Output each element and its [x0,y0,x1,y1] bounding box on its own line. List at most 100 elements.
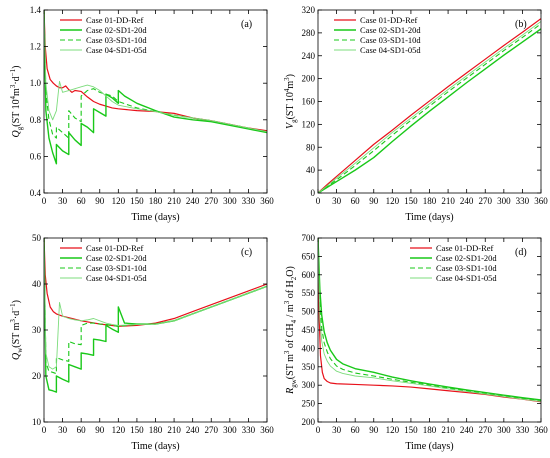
legend-label-2: Case 02-SD1-20d [360,25,421,35]
x-tick-label: 240 [186,425,200,435]
x-tick-label: 210 [167,196,181,206]
x-axis-title: Time (days) [131,212,179,223]
x-tick-label: 60 [77,425,87,435]
legend-label-3: Case 03-SD1-10d [436,263,497,273]
series-line-4 [318,21,541,193]
series-group [44,10,267,165]
x-tick-label: 330 [516,425,530,435]
y-tick-label: 200 [302,74,316,84]
series-group [318,18,541,193]
legend-label-1: Case 01-DD-Ref [86,15,144,25]
series-line-4 [318,238,541,402]
y-tick-label: 500 [302,307,316,317]
panel-label: (c) [241,247,252,258]
y-tick-label: 10 [32,417,42,427]
plot-frame [317,237,542,423]
panel-label: (a) [241,19,252,30]
series-line-2 [318,28,541,193]
y-tick-label: 0.8 [30,115,42,125]
legend-label-2: Case 02-SD1-20d [86,25,147,35]
x-tick-label: 150 [404,425,418,435]
y-tick-label: 400 [302,343,316,353]
legend-label-2: Case 02-SD1-20d [436,253,497,263]
series-group [318,238,541,403]
x-tick-label: 360 [260,196,274,206]
x-tick-label: 180 [423,196,437,206]
legend-label-4: Case 04-SD1-05d [86,45,147,55]
y-tick-label: 350 [302,362,316,372]
plot-frame [43,237,268,423]
y-tick-label: 600 [302,270,316,280]
plot-frame [43,9,268,194]
y-axis-title: Vg(ST 104m3) [283,74,298,129]
x-tick-label: 120 [386,425,400,435]
y-tick-label: 40 [306,165,316,175]
x-tick-label: 210 [441,425,455,435]
y-tick-label: 120 [302,119,316,129]
x-axis-title: Time (days) [131,441,179,452]
series-line-2 [44,238,267,393]
legend-label-4: Case 04-SD1-05d [86,273,147,283]
y-tick-label: 1.2 [30,42,41,52]
x-tick-label: 330 [242,425,256,435]
series-line-3 [44,10,267,139]
series-line-1 [44,10,267,132]
legend-label-3: Case 03-SD1-10d [86,35,147,45]
x-tick-label: 270 [205,196,219,206]
x-tick-label: 120 [112,196,126,206]
y-tick-label: 0.6 [30,151,42,161]
x-tick-label: 0 [42,196,47,206]
series-line-4 [44,238,267,370]
x-tick-label: 360 [534,425,548,435]
y-tick-label: 50 [32,233,42,243]
legend-label-4: Case 04-SD1-05d [436,273,497,283]
panel-label: (b) [515,19,527,30]
x-tick-label: 30 [58,196,68,206]
y-tick-label: 20 [32,371,42,381]
y-axis-title: Qw(ST m3·d−1) [9,300,24,360]
legend-label-1: Case 01-DD-Ref [360,15,418,25]
y-tick-label: 1.4 [30,5,42,15]
x-tick-label: 360 [260,425,274,435]
series-line-3 [318,238,541,402]
y-tick-label: 40 [32,279,42,289]
y-tick-label: 240 [302,51,316,61]
x-tick-label: 180 [149,425,163,435]
series-line-2 [318,238,541,401]
x-tick-label: 330 [242,196,256,206]
y-tick-label: 160 [302,97,316,107]
series-line-1 [318,18,541,193]
x-tick-label: 120 [112,425,126,435]
x-tick-label: 300 [497,425,511,435]
y-tick-label: 280 [302,28,316,38]
x-tick-label: 360 [534,196,548,206]
x-tick-label: 150 [130,425,144,435]
legend-label-3: Case 03-SD1-10d [360,35,421,45]
legend-label-1: Case 01-DD-Ref [436,243,494,253]
x-tick-label: 330 [516,196,530,206]
legend-label-2: Case 02-SD1-20d [86,253,147,263]
y-tick-label: 0 [311,188,316,198]
x-tick-label: 300 [497,196,511,206]
y-tick-label: 320 [302,5,316,15]
x-tick-label: 30 [58,425,68,435]
x-tick-label: 0 [316,196,321,206]
x-tick-label: 120 [386,196,400,206]
series-line-1 [318,238,541,403]
y-tick-label: 0.4 [30,188,42,198]
y-tick-label: 80 [306,142,316,152]
x-tick-label: 90 [369,425,379,435]
x-tick-label: 30 [332,196,342,206]
y-tick-label: 650 [302,251,316,261]
y-tick-label: 700 [302,233,316,243]
series-line-2 [44,10,267,165]
x-tick-label: 90 [95,196,105,206]
chart-panel-d: 0 30 60 90 120 150 180 210 240 270 300 330 360 200 250… [283,233,548,452]
x-tick-label: 300 [223,425,237,435]
x-tick-label: 210 [167,425,181,435]
